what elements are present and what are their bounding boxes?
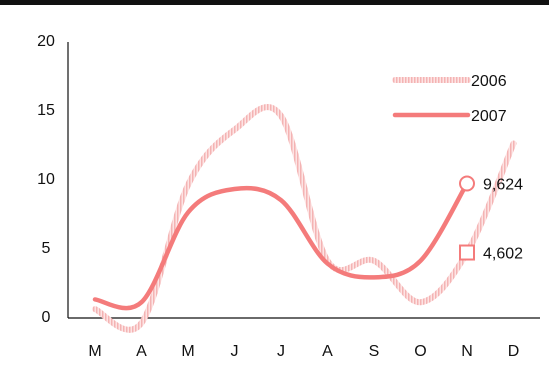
y-tick-labels: 0 5 10 15 20 [37, 33, 55, 326]
x-tick-label: J [231, 343, 239, 360]
y-tick-label: 0 [42, 309, 51, 326]
y-tick-label: 10 [37, 171, 55, 188]
end-label-2007: 9,624 [483, 177, 523, 194]
x-tick-label: M [88, 343, 101, 360]
x-tick-label: A [136, 343, 147, 360]
x-tick-label: S [369, 343, 380, 360]
legend-label-2007: 2007 [471, 108, 507, 125]
x-tick-label: N [461, 343, 473, 360]
x-tick-label: O [414, 343, 426, 360]
x-tick-label: M [181, 343, 194, 360]
y-tick-label: 15 [37, 102, 55, 119]
y-tick-label: 5 [42, 240, 51, 257]
series-lines: 9,624 4,602 [92, 104, 523, 333]
y-tick-label: 20 [37, 33, 55, 50]
series-line-2007 [92, 181, 470, 311]
x-tick-label: A [322, 343, 333, 360]
legend: 2006 2007 [392, 73, 507, 125]
x-tick-label: D [508, 343, 520, 360]
end-marker-2006 [459, 244, 475, 261]
x-tick-label: J [277, 343, 285, 360]
end-label-2006: 4,602 [483, 246, 523, 263]
series-line-2006 [92, 104, 517, 333]
legend-label-2006: 2006 [471, 73, 507, 90]
end-marker-2007 [459, 175, 475, 192]
